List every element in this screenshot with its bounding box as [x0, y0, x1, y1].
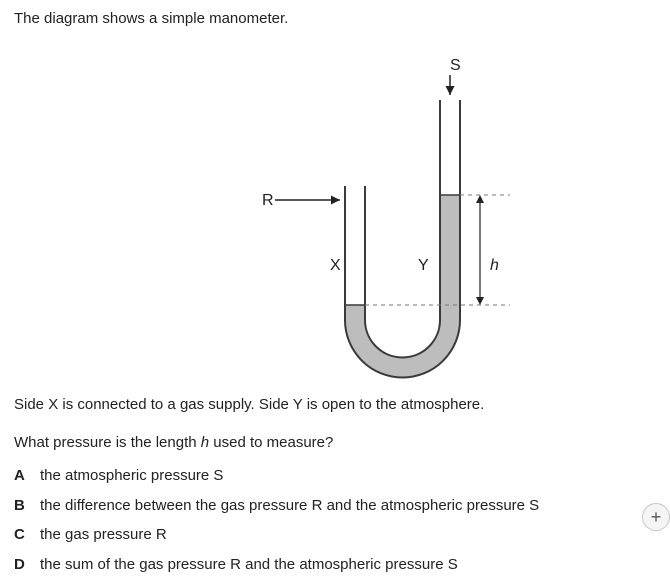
options-list: Athe atmospheric pressure SBthe differen… — [14, 466, 656, 574]
svg-text:Y: Y — [418, 257, 429, 274]
option-row-A[interactable]: Athe atmospheric pressure S — [14, 466, 656, 486]
question-prompt: What pressure is the length h used to me… — [14, 433, 656, 453]
question-intro: The diagram shows a simple manometer. — [14, 10, 288, 27]
option-text: the gas pressure R — [40, 525, 656, 545]
option-text: the atmospheric pressure S — [40, 466, 656, 486]
manometer-diagram: S R X Yh — [0, 40, 670, 390]
svg-text:h: h — [490, 257, 499, 274]
option-row-B[interactable]: Bthe difference between the gas pressure… — [14, 496, 656, 516]
page-root: The diagram shows a simple manometer. S R… — [0, 0, 670, 585]
option-text: the difference between the gas pressure … — [40, 496, 656, 516]
option-row-D[interactable]: Dthe sum of the gas pressure R and the a… — [14, 555, 656, 575]
option-letter: A — [14, 466, 40, 486]
option-row-C[interactable]: Cthe gas pressure R — [14, 525, 656, 545]
diagram-svg: S R X Yh — [0, 40, 670, 390]
option-letter: B — [14, 496, 40, 516]
option-letter: C — [14, 525, 40, 545]
question-body: Side X is connected to a gas supply. Sid… — [14, 395, 656, 584]
plus-icon: + — [651, 507, 662, 528]
question-context: Side X is connected to a gas supply. Sid… — [14, 395, 656, 415]
prompt-prefix: What pressure is the length — [14, 434, 201, 451]
option-letter: D — [14, 555, 40, 575]
svg-text:S: S — [450, 57, 461, 74]
option-text: the sum of the gas pressure R and the at… — [40, 555, 656, 575]
prompt-suffix: used to measure? — [209, 434, 333, 451]
svg-text:R: R — [262, 192, 274, 209]
prompt-var: h — [201, 434, 209, 451]
zoom-in-button[interactable]: + — [642, 503, 670, 531]
svg-text:X: X — [330, 257, 341, 274]
